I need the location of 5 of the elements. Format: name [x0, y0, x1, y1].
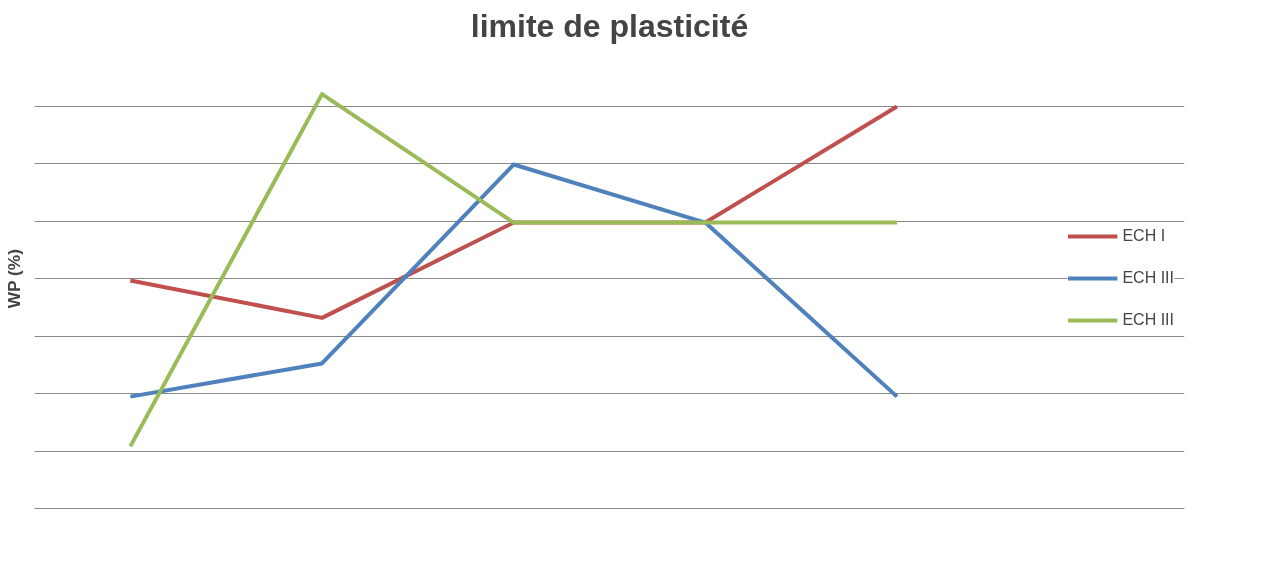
- legend-label: ECH III: [1122, 269, 1174, 287]
- legend-label: ECH I: [1122, 227, 1166, 245]
- legend-label: ECH III: [1122, 311, 1174, 329]
- chart-title: limite de plasticité: [470, 7, 749, 44]
- y-axis-title: WP (%): [3, 248, 24, 309]
